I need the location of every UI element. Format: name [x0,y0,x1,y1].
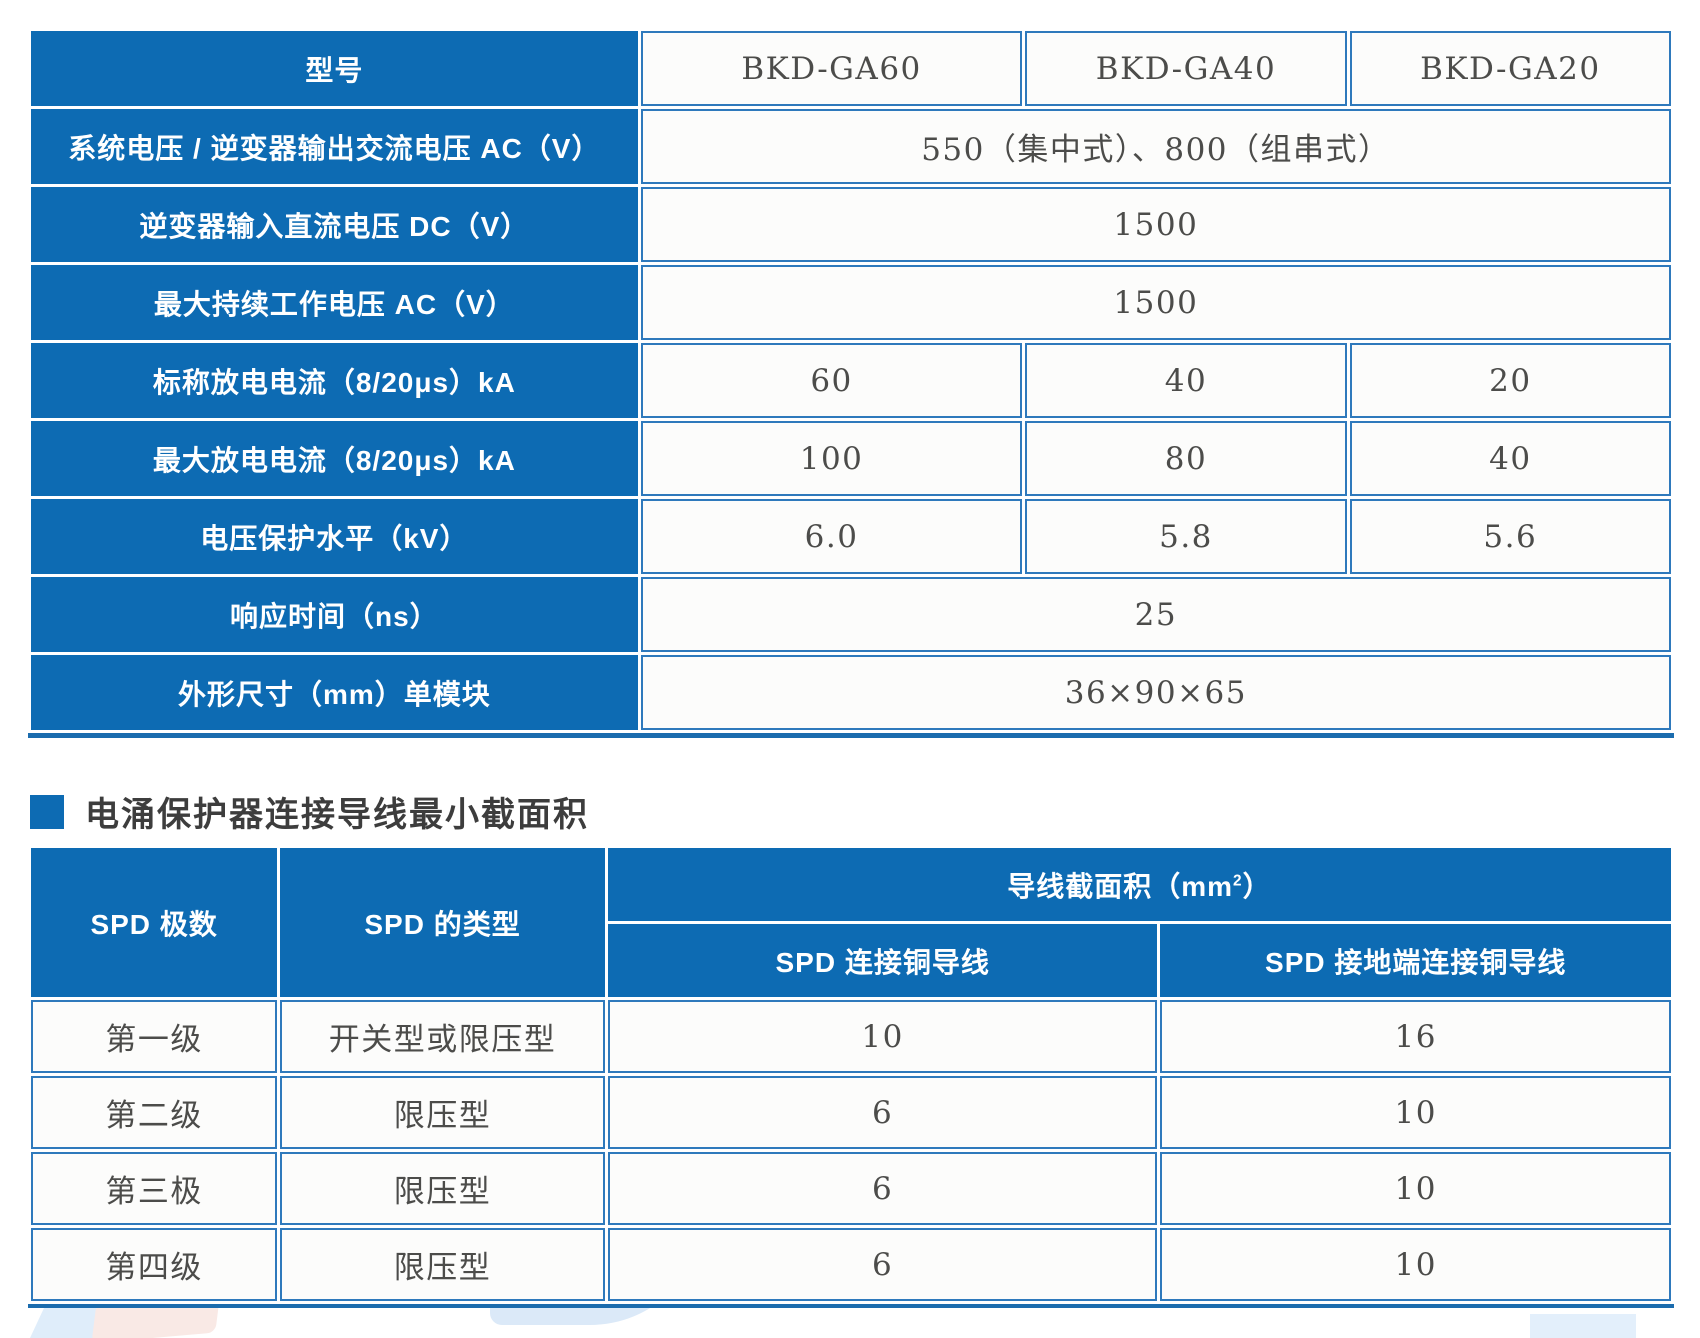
spec-value-cell: 5.8 [1025,499,1347,574]
spec-value-cell: 36×90×65 [640,655,1671,730]
spec-value-cell: 25 [640,577,1671,652]
spec-row-dimensions: 外形尺寸（mm）单模块 36×90×65 [31,655,1671,730]
spec-label-cell: 响应时间（ns） [31,577,638,652]
watermark-shape [1530,1314,1636,1338]
wire-subheader-ground-copper: SPD 接地端连接铜导线 [1160,924,1671,997]
spec-value-cell: 80 [1025,421,1347,496]
wire-level-cell: 第二级 [31,1076,278,1149]
group-header-prefix: 导线截面积（mm [1007,870,1234,902]
spec-label-cell: 标称放电电流（8/20μs）kA [31,343,638,418]
spec-value-cell: 550（集中式）、800（组串式） [640,109,1671,184]
spec-value-cell: 20 [1349,343,1671,418]
wire-row-level2: 第二级 限压型 6 10 [31,1076,1671,1149]
wire-type-cell: 限压型 [280,1152,605,1225]
spec-value-cell: 40 [1349,421,1671,496]
square-bullet-icon [30,794,64,829]
wire-value-cell: 6 [607,1076,1158,1149]
spec-value-cell: 100 [640,421,1023,496]
spec-label-cell: 最大放电电流（8/20μs）kA [31,421,638,496]
spec-value-cell: 6.0 [640,499,1023,574]
spec-row-max-discharge-current: 最大放电电流（8/20μs）kA 100 80 40 [31,421,1671,496]
spec-label-cell: 外形尺寸（mm）单模块 [31,655,638,730]
wire-level-cell: 第一级 [31,1000,278,1073]
wire-value-cell: 6 [607,1152,1158,1225]
wire-header-cross-section: 导线截面积（mm2） [607,848,1671,921]
wire-value-cell: 10 [1160,1228,1671,1301]
wire-row-level3: 第三极 限压型 6 10 [31,1152,1671,1225]
spec-row-nominal-discharge-current: 标称放电电流（8/20μs）kA 60 40 20 [31,343,1671,418]
spec-row-voltage-protection-level: 电压保护水平（kV） 6.0 5.8 5.6 [31,499,1671,574]
wire-value-cell: 10 [607,1000,1158,1073]
group-header-superscript: 2 [1233,872,1243,890]
section-title: 电涌保护器连接导线最小截面积 [30,787,1674,836]
spec-value-cell: 1500 [640,265,1671,340]
wire-row-level4: 第四级 限压型 6 10 [31,1228,1671,1301]
spec-label-cell: 最大持续工作电压 AC（V） [31,265,638,340]
spec-row-response-time: 响应时间（ns） 25 [31,577,1671,652]
wire-type-cell: 开关型或限压型 [280,1000,605,1073]
spec-row-dc-voltage: 逆变器输入直流电压 DC（V） 1500 [31,187,1671,262]
wire-value-cell: 10 [1160,1152,1671,1225]
model-cell: BKD-GA60 [640,31,1023,106]
group-header-suffix: ） [1242,870,1272,902]
spec-row-max-continuous-voltage: 最大持续工作电压 AC（V） 1500 [31,265,1671,340]
wire-subheader-spd-copper: SPD 连接铜导线 [607,924,1158,997]
spec-value-cell: 5.6 [1349,499,1671,574]
wire-type-cell: 限压型 [280,1228,605,1301]
spec-value-cell: 1500 [640,187,1671,262]
spec-label-model: 型号 [31,31,638,106]
spec-value-cell: 60 [640,343,1023,418]
spec-value-cell: 40 [1025,343,1347,418]
wire-value-cell: 16 [1160,1000,1671,1073]
model-cell: BKD-GA20 [1349,31,1671,106]
spec-label-cell: 电压保护水平（kV） [31,499,638,574]
wire-level-cell: 第三极 [31,1152,278,1225]
wire-type-cell: 限压型 [280,1076,605,1149]
wire-cross-section-table: SPD 极数 SPD 的类型 导线截面积（mm2） SPD 连接铜导线 SPD … [28,845,1674,1308]
model-cell: BKD-GA40 [1025,31,1347,106]
spec-header-row: 型号 BKD-GA60 BKD-GA40 BKD-GA20 [31,31,1671,106]
spec-row-system-voltage: 系统电压 / 逆变器输出交流电压 AC（V） 550（集中式）、800（组串式） [31,109,1671,184]
wire-level-cell: 第四级 [31,1228,278,1301]
wire-row-level1: 第一级 开关型或限压型 10 16 [31,1000,1671,1073]
wire-header-poles: SPD 极数 [31,848,278,997]
spec-table: 型号 BKD-GA60 BKD-GA40 BKD-GA20 系统电压 / 逆变器… [28,28,1674,738]
wire-header-type: SPD 的类型 [280,848,605,997]
wire-value-cell: 10 [1160,1076,1671,1149]
wire-header-row-group: SPD 极数 SPD 的类型 导线截面积（mm2） [31,848,1671,997]
content-area: 型号 BKD-GA60 BKD-GA40 BKD-GA20 系统电压 / 逆变器… [28,28,1674,1308]
wire-header-row-sub: SPD 连接铜导线 SPD 接地端连接铜导线 [31,924,1671,997]
section-title-text: 电涌保护器连接导线最小截面积 [85,796,589,834]
wire-value-cell: 6 [607,1228,1158,1301]
spec-label-cell: 系统电压 / 逆变器输出交流电压 AC（V） [31,109,638,184]
spec-label-cell: 逆变器输入直流电压 DC（V） [31,187,638,262]
